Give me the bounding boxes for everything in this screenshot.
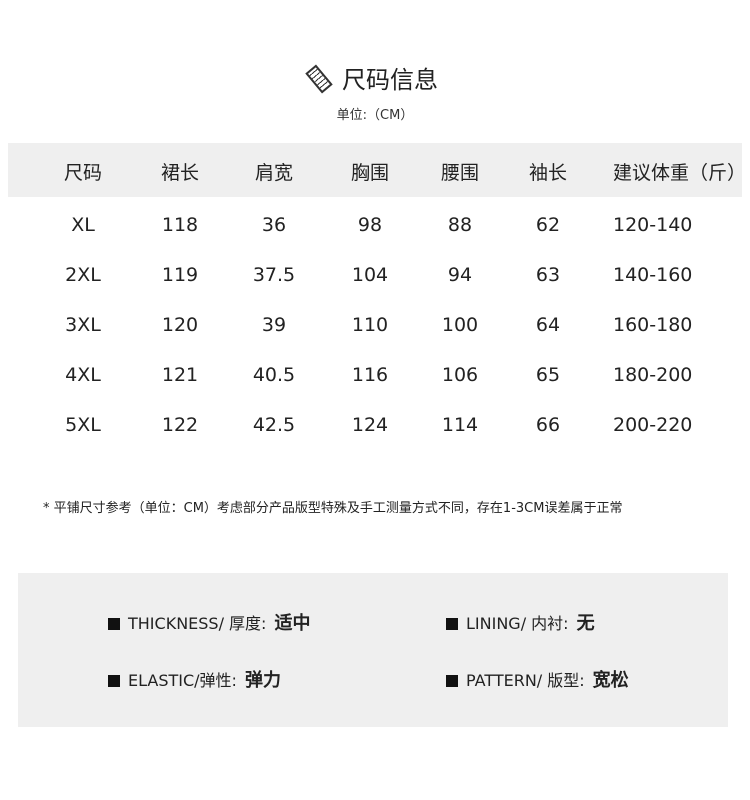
table-cell: 160-180	[613, 314, 693, 336]
table-cell: 116	[351, 364, 389, 386]
table-cell: 114	[441, 414, 479, 436]
table-cell: 94	[447, 264, 473, 286]
property-pattern: PATTERN/ 版型: 宽松	[446, 666, 629, 692]
properties-panel: THICKNESS/ 厚度: 适中 LINING/ 内衬: 无 ELASTIC/弹性…	[18, 573, 728, 727]
table-cell: 110	[351, 314, 389, 336]
table-cell: XL	[71, 214, 95, 236]
table-cell: 120	[161, 314, 199, 336]
title-text: 尺码信息	[342, 66, 438, 94]
table-row: 5XL 122 42.5 124 114 66 200-220	[0, 414, 750, 444]
table-cell: 98	[357, 214, 383, 236]
table-cell: 65	[535, 364, 561, 386]
bullet-icon	[446, 618, 458, 630]
table-row: 2XL 119 37.5 104 94 63 140-160	[0, 264, 750, 294]
table-cell: 140-160	[613, 264, 693, 286]
table-cell: 64	[535, 314, 561, 336]
property-value: 适中	[274, 613, 311, 634]
table-cell: 4XL	[65, 364, 101, 386]
table-cell: 120-140	[613, 214, 693, 236]
table-cell: 36	[261, 214, 287, 236]
property-value: 宽松	[592, 670, 629, 691]
column-header: 尺码	[63, 162, 103, 184]
property-lining: LINING/ 内衬: 无	[446, 609, 595, 635]
column-header: 建议体重（斤）	[613, 162, 747, 184]
property-label: THICKNESS/ 厚度:	[128, 614, 267, 633]
table-row: 4XL 121 40.5 116 106 65 180-200	[0, 364, 750, 394]
table-cell: 40.5	[252, 364, 296, 386]
property-label: ELASTIC/弹性:	[128, 671, 237, 690]
unit-label: 单位:（CM）	[336, 108, 414, 123]
table-cell: 37.5	[252, 264, 296, 286]
table-cell: 180-200	[613, 364, 693, 386]
property-label: LINING/ 内衬:	[466, 614, 569, 633]
column-header: 腰围	[440, 162, 480, 184]
table-cell: 124	[351, 414, 389, 436]
bullet-icon	[108, 618, 120, 630]
table-header	[8, 143, 742, 197]
table-cell: 122	[161, 414, 199, 436]
column-header: 裙长	[160, 162, 200, 184]
table-cell: 106	[441, 364, 479, 386]
property-elastic: ELASTIC/弹性: 弹力	[108, 666, 281, 692]
property-thickness: THICKNESS/ 厚度: 适中	[108, 609, 310, 635]
table-cell: 121	[161, 364, 199, 386]
table-cell: 118	[161, 214, 199, 236]
table-cell: 100	[441, 314, 479, 336]
table-cell: 119	[161, 264, 199, 286]
bullet-icon	[108, 675, 120, 687]
page-title: 尺码信息	[0, 60, 750, 95]
table-cell: 2XL	[65, 264, 101, 286]
column-header: 肩宽	[254, 162, 294, 184]
ruler-icon	[305, 64, 333, 94]
header-row: 尺码 裙长 肩宽 胸围 腰围 袖长 建议体重（斤）	[0, 158, 750, 188]
property-label: PATTERN/ 版型:	[466, 671, 585, 690]
bullet-icon	[446, 675, 458, 687]
table-cell: 200-220	[613, 414, 693, 436]
table-cell: 42.5	[252, 414, 296, 436]
property-value: 无	[576, 613, 595, 634]
table-row: XL 118 36 98 88 62 120-140	[0, 214, 750, 244]
table-cell: 5XL	[65, 414, 101, 436]
table-cell: 3XL	[65, 314, 101, 336]
table-row: 3XL 120 39 110 100 64 160-180	[0, 314, 750, 344]
measurement-note: * 平铺尺寸参考（单位：CM）考虑部分产品版型特殊及手工测量方式不同，存在1-3…	[43, 501, 623, 516]
table-cell: 63	[535, 264, 561, 286]
table-cell: 66	[535, 414, 561, 436]
table-cell: 88	[447, 214, 473, 236]
property-value: 弹力	[244, 670, 281, 691]
table-cell: 39	[261, 314, 287, 336]
column-header: 胸围	[350, 162, 390, 184]
table-cell: 62	[535, 214, 561, 236]
table-cell: 104	[351, 264, 389, 286]
column-header: 袖长	[528, 162, 568, 184]
